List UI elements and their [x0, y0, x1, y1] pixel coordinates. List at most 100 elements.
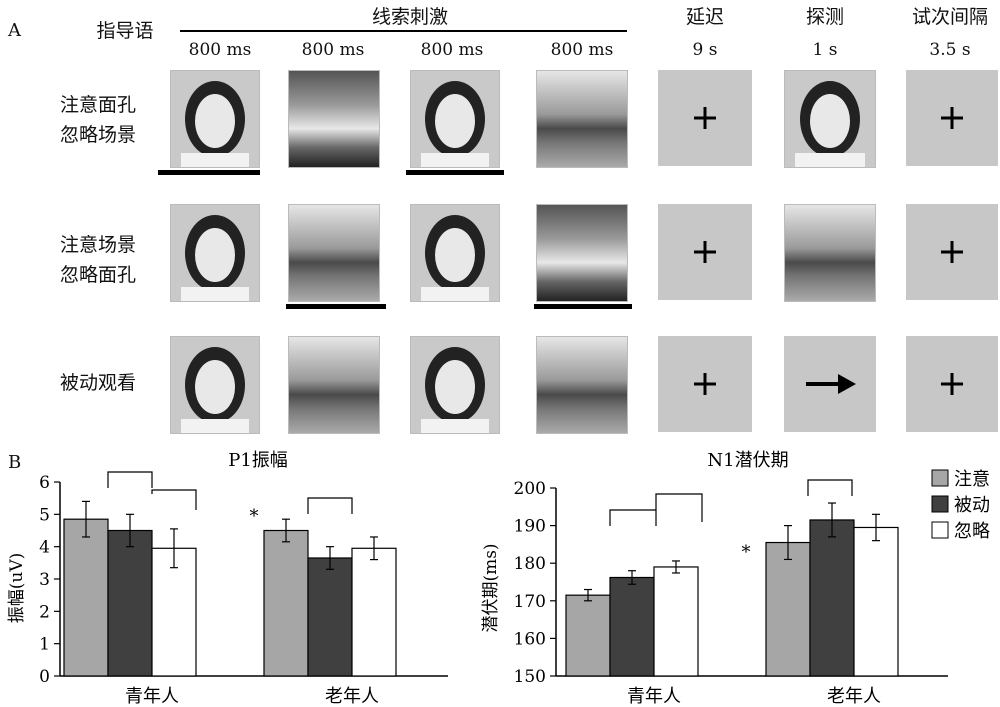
significance-star: *: [250, 506, 259, 527]
cue-header-rule: [180, 30, 627, 32]
attend-underline: [286, 304, 386, 309]
fixation-screen: [658, 336, 752, 432]
y-tick-label: 2: [39, 602, 50, 622]
y-tick-label: 1: [39, 635, 50, 655]
duration-label: 9 s: [692, 40, 718, 60]
fixation-screen: [906, 204, 998, 300]
y-tick-label: 160: [514, 629, 546, 649]
header-delay: 延迟: [685, 6, 724, 28]
scene-image: [288, 70, 380, 168]
bar: [809, 519, 855, 677]
p1-amplitude-chart: P1振幅 振幅(uV) 0 1 2 3 4 5 6 青年人 老年人 *: [7, 450, 448, 707]
header-probe: 探测: [805, 6, 844, 28]
scene-image: [288, 204, 380, 302]
y-tick-label: 5: [39, 505, 50, 525]
attend-underline: [534, 304, 632, 309]
panel-b-charts: P1振幅 振幅(uV) 0 1 2 3 4 5 6 青年人 老年人 * N1潜伏期 潜伏期(…: [7, 450, 990, 707]
header-iti: 试次间隔: [911, 6, 988, 28]
duration-label: 800 ms: [550, 40, 614, 60]
x-tick-label: 老年人: [827, 686, 881, 707]
legend: 注意 被动 忽略: [931, 469, 990, 542]
face-image: [784, 70, 876, 168]
scene-image: [536, 204, 628, 302]
bar: [609, 576, 655, 677]
bar: [307, 557, 353, 677]
legend-swatch: [931, 495, 949, 513]
attend-underline: [158, 170, 260, 175]
fixation-screen: [906, 336, 998, 432]
fixation-screen: [658, 70, 752, 166]
legend-swatch: [931, 521, 949, 539]
y-tick-label: 0: [39, 667, 50, 687]
scene-image: [536, 336, 628, 434]
scene-image: [288, 336, 380, 434]
comparison-bracket: [151, 489, 197, 510]
legend-label: 被动: [954, 495, 990, 516]
arrow-screen: [784, 336, 876, 432]
y-tick-label: 6: [39, 473, 50, 493]
duration-label: 1 s: [812, 40, 838, 60]
significance-star: *: [742, 542, 751, 563]
x-tick-label: 青年人: [125, 686, 179, 707]
bar: [765, 541, 811, 677]
duration-label: 800 ms: [301, 40, 365, 60]
row-1-label: 注意面孔 忽略场景: [60, 90, 136, 150]
duration-label: 3.5 s: [929, 40, 971, 60]
scene-image: [784, 204, 876, 302]
y-tick-label: 4: [39, 538, 50, 558]
comparison-bracket: [107, 471, 153, 488]
bar: [151, 547, 197, 677]
face-image: [410, 70, 500, 168]
comparison-bracket: [307, 497, 353, 514]
legend-swatch: [931, 469, 949, 487]
bar: [653, 566, 699, 677]
duration-label: 800 ms: [420, 40, 484, 60]
duration-label: 800 ms: [188, 40, 252, 60]
comparison-bracket: [807, 479, 853, 496]
x-tick-label: 老年人: [325, 686, 379, 707]
fixation-screen: [658, 204, 752, 300]
face-image: [410, 204, 500, 302]
face-image: [410, 336, 500, 434]
header-instruction: 指导语: [96, 20, 154, 42]
y-tick-label: 150: [514, 667, 546, 687]
comparison-bracket: [609, 509, 657, 526]
y-tick-label: 190: [514, 517, 546, 537]
row-label-line: 被动观看: [60, 372, 137, 394]
chart-title: P1振幅: [228, 450, 288, 471]
row-label-line: 忽略场景: [60, 124, 137, 146]
header-cue: 线索刺激: [371, 6, 448, 28]
bar: [263, 529, 309, 677]
row-label-line: 注意面孔: [60, 94, 137, 116]
row-2-label: 注意场景 忽略面孔: [60, 230, 136, 290]
x-tick-label: 青年人: [627, 686, 681, 707]
y-tick-label: 200: [514, 479, 546, 499]
chart-title: N1潜伏期: [707, 450, 788, 471]
y-axis-label: 振幅(uV): [7, 553, 27, 624]
y-tick-label: 170: [514, 592, 546, 612]
y-tick-label: 180: [514, 554, 546, 574]
bar: [63, 518, 109, 677]
row-3-label: 被动观看: [60, 368, 136, 398]
comparison-bracket: [655, 493, 703, 522]
bar: [107, 529, 153, 677]
row-label-line: 注意场景: [60, 234, 137, 256]
y-tick-label: 3: [39, 570, 50, 590]
bar: [565, 594, 611, 677]
n1-latency-chart: N1潜伏期 潜伏期(ms) 150 160 170 180 190 200 青年人 老年人…: [481, 450, 948, 707]
legend-label: 注意: [954, 469, 990, 490]
face-image: [170, 336, 260, 434]
face-image: [170, 70, 260, 168]
panel-a-letter: A: [8, 20, 21, 41]
y-axis-label: 潜伏期(ms): [481, 543, 501, 632]
face-image: [170, 204, 260, 302]
panel-b-letter: B: [8, 452, 22, 473]
fixation-screen: [906, 70, 998, 166]
attend-underline: [406, 170, 504, 175]
legend-label: 忽略: [954, 521, 990, 542]
bar: [351, 547, 397, 677]
bar: [853, 526, 899, 677]
row-label-line: 忽略面孔: [60, 264, 137, 286]
scene-image: [536, 70, 628, 168]
right-arrow-icon: [806, 374, 856, 394]
